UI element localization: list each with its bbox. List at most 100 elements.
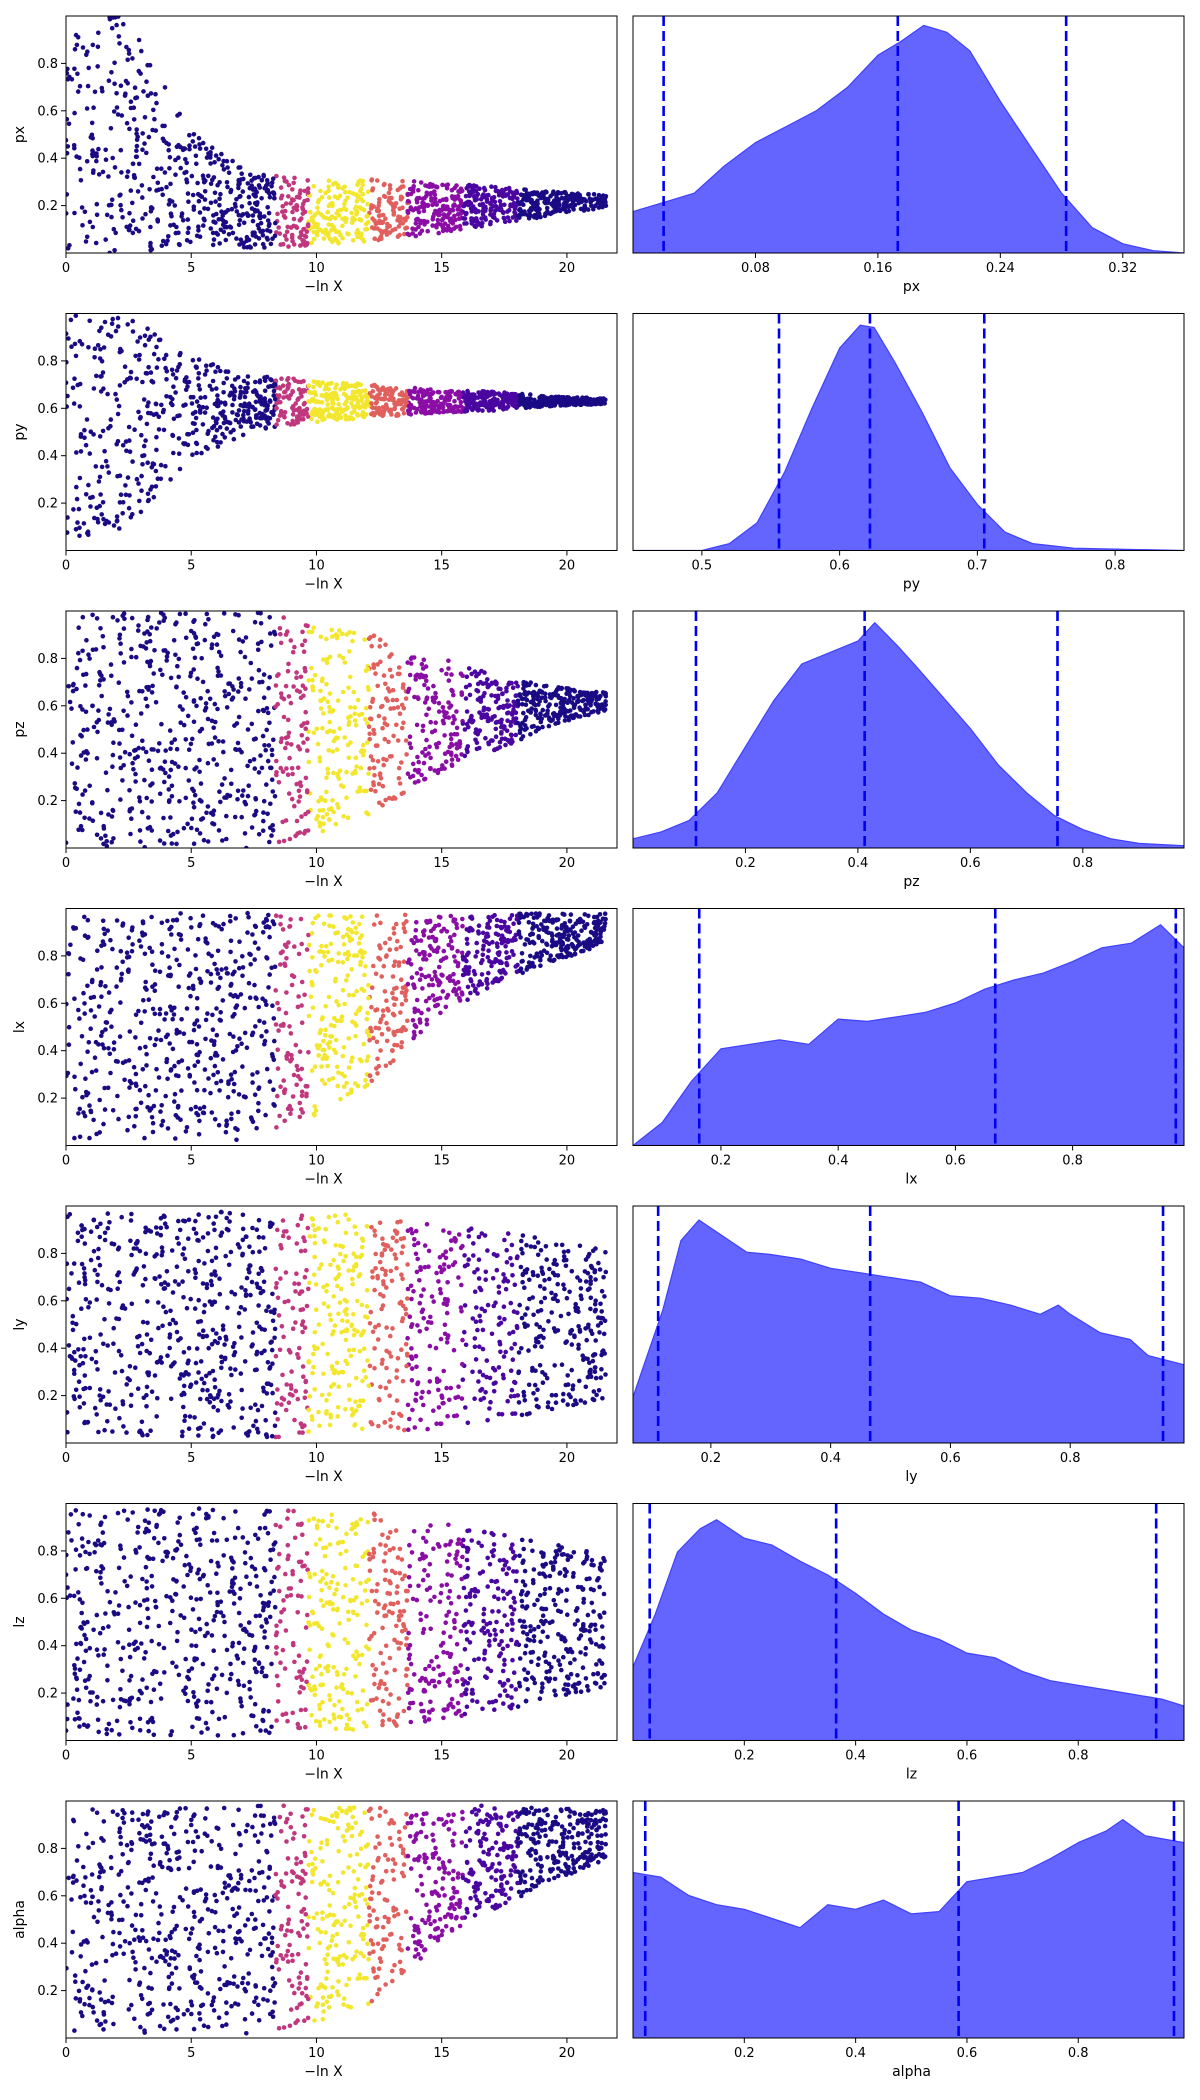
trace-point [238,237,244,242]
trace-point [452,398,457,404]
trace-point [71,507,76,512]
trace-point [86,652,91,657]
trace-point [477,186,482,191]
trace-point [290,771,295,777]
trace-point [188,741,194,747]
trace-point [289,982,295,988]
trace-point [218,400,224,405]
trace-point [238,684,244,689]
trace-point [337,628,342,633]
trace-point [235,797,240,802]
trace-point [466,193,472,198]
trace-point [187,1074,193,1079]
trace-point [203,621,208,627]
trace-point [139,809,145,815]
trace-point [551,711,557,716]
trace-point [489,681,495,686]
trace-point [79,205,85,210]
trace-point [439,217,445,223]
trace-point [155,748,161,754]
trace-point [321,921,327,927]
trace-point [284,956,289,961]
trace-point [528,732,533,737]
trace-point [533,682,539,688]
trace-point [116,34,122,39]
trace-point [326,178,332,183]
trace-point [451,226,457,231]
trace-point [96,30,101,36]
trace-point [266,421,272,426]
trace-point [149,484,155,490]
trace-point [235,740,241,746]
trace-point [415,217,421,222]
trace-point [87,656,92,661]
trace-point [311,229,317,235]
trace-point [171,222,176,228]
trace-point [154,447,159,453]
trace-point [370,757,376,763]
trace-point [130,459,135,464]
trace-point [217,202,222,208]
trace-point [439,766,445,772]
trace-point [124,950,130,955]
trace-point [242,1030,248,1036]
trace-point [154,166,160,171]
trace-point [274,772,279,778]
trace-point [479,390,485,396]
trace-point [380,212,386,218]
trace-point [352,768,358,774]
trace-point [493,699,499,705]
trace-point [442,221,448,226]
trace-point [259,178,265,183]
trace-point [474,184,479,189]
trace-point [561,402,567,408]
trace-point [137,828,143,833]
trace-point [167,1041,172,1046]
trace-point [268,643,274,648]
trace-point [152,332,157,337]
trace-point [186,379,192,385]
trace-point [460,916,465,922]
x-tick-label: 0.8 [1072,856,1093,871]
trace-point [179,1088,184,1093]
trace-point [94,201,100,207]
trace-point [236,212,242,218]
trace-point [299,1020,305,1025]
trace-point [450,720,456,726]
trace-point [272,794,278,799]
trace-point [436,945,441,950]
trace-point [101,926,107,932]
trace-point [109,214,114,220]
trace-point [78,1061,83,1067]
trace-point [340,216,345,221]
trace-point [202,206,207,211]
trace-point [195,641,201,646]
trace-point [307,942,312,948]
trace-point [454,741,459,747]
trace-point [241,403,246,409]
trace-point [573,402,579,408]
trace-point [176,656,182,662]
trace-point [367,704,373,710]
trace-point [289,197,295,202]
trace-point [337,726,343,731]
trace-point [127,223,133,228]
axes-frame [632,610,1185,849]
trace-point [352,718,358,723]
trace-point [70,688,76,694]
trace-point [539,716,544,722]
trace-point [221,158,226,164]
trace-point [451,714,456,719]
trace-point [222,776,227,781]
trace-point [408,205,414,210]
trace-point [88,1108,93,1114]
trace-point [73,1086,78,1092]
trace-point [416,389,421,395]
trace-point [94,832,100,838]
trace-point [95,64,100,69]
trace-point [124,174,130,179]
trace-point [529,691,535,696]
trace-point [159,243,165,248]
trace-point [377,644,383,649]
trace-point [66,393,70,399]
